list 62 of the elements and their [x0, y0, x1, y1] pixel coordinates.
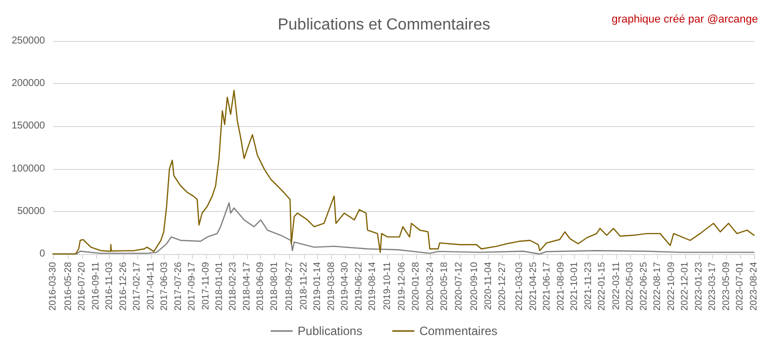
x-tick-label: 2021-06-17	[542, 262, 553, 311]
x-tick-label: 2016-03-30	[48, 262, 58, 311]
y-tick-label: 200000	[12, 78, 46, 90]
x-tick-label: 2016-12-26	[118, 262, 129, 311]
x-tick-label: 2019-01-14	[312, 262, 324, 311]
x-tick-label: 2021-10-01	[569, 262, 580, 311]
x-tick-label: 2023-08-24	[748, 262, 760, 311]
x-tick-label: 2019-12-06	[396, 262, 408, 311]
x-tick-label: 2022-03-11	[610, 262, 622, 310]
x-tick-label: 2019-10-11	[382, 262, 394, 310]
x-tick-label: 2022-08-17	[652, 262, 664, 311]
x-tick-label: 2017-07-26	[172, 262, 184, 311]
x-tick-label: 2019-06-22	[353, 262, 364, 311]
x-tick-label: 2019-08-14	[367, 262, 378, 311]
x-tick-label: 2017-09-17	[186, 262, 198, 311]
x-tick-label: 2016-07-20	[76, 262, 88, 311]
x-tick-label: 2022-12-01	[680, 262, 691, 311]
y-tick-label: 50000	[17, 206, 46, 217]
x-tick-label: 2017-11-09	[200, 262, 212, 310]
x-tick-label: 2022-05-03	[624, 262, 636, 311]
text: graphique créé par @arcange	[612, 14, 758, 26]
chart-title: Publications et Commentaires	[278, 16, 490, 34]
y-tick-label: 250000	[12, 36, 46, 46]
x-tick-label: 2020-07-12	[453, 262, 464, 311]
x-tick-label: 2020-12-27	[496, 262, 508, 311]
y-tick-label: 0	[39, 248, 46, 260]
x-tick-label: 2020-05-18	[439, 262, 450, 311]
x-tick-label: 2018-06-09	[255, 262, 266, 311]
x-tick-label: 2022-01-15	[596, 262, 608, 311]
x-tick-label: 2016-09-11	[90, 262, 102, 310]
x-tick-label: 2016-11-03	[104, 262, 116, 310]
y-tick-label: 100000	[12, 163, 46, 174]
x-tick-label: 2018-09-27	[284, 262, 295, 311]
legend-label: Publications	[298, 324, 362, 338]
x-tick-label: 2022-10-09	[666, 262, 677, 311]
x-tick-label: 2017-06-03	[159, 262, 170, 311]
y-tick-label: 150000	[12, 120, 46, 132]
x-tick-label: 2023-07-01	[734, 262, 746, 311]
x-tick-label: 2023-01-23	[693, 262, 704, 311]
x-tick-label: 2017-04-11	[145, 262, 156, 310]
x-tick-label: 2018-11-22	[298, 262, 310, 310]
x-tick-label: 2023-05-09	[720, 262, 732, 311]
x-tick-label: 2018-04-17	[241, 262, 252, 311]
x-tick-label: 2021-03-03	[514, 262, 526, 311]
legend-label: Commentaires	[419, 324, 498, 338]
x-tick-label: 2020-03-24	[424, 262, 436, 311]
x-tick-label: 2022-06-25	[638, 262, 650, 311]
x-tick-label: 2021-08-09	[555, 262, 566, 311]
x-tick-label: 2020-09-10	[468, 262, 480, 311]
x-tick-label: 2021-04-25	[528, 262, 539, 311]
x-tick-label: 2023-03-17	[707, 262, 718, 311]
line-series	[52, 90, 755, 255]
x-tick-label: 2020-11-04	[483, 262, 494, 310]
x-tick-label: 2019-04-30	[340, 262, 351, 311]
x-tick-label: 2018-08-01	[268, 262, 280, 311]
x-tick-label: 2018-02-23	[228, 262, 239, 311]
x-tick-label: 2019-03-08	[326, 262, 337, 311]
x-tick-label: 2021-11-23	[582, 262, 594, 310]
x-tick-label: 2018-01-01	[214, 262, 225, 311]
x-tick-label: 2020-01-28	[410, 262, 422, 311]
x-tick-label: 2016-05-28	[62, 262, 74, 311]
x-tick-label: 2017-02-17	[132, 262, 143, 311]
